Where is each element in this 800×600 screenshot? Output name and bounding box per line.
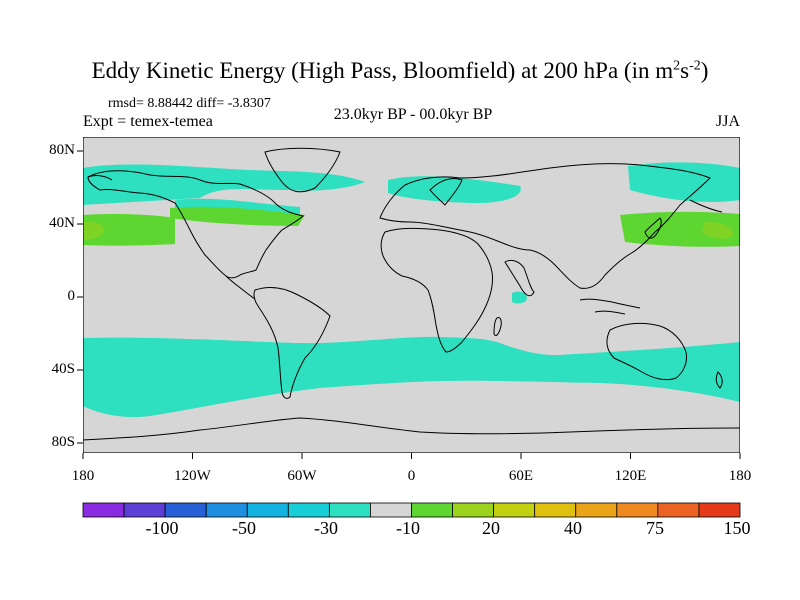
colorbar-swatch (123, 502, 166, 518)
season-label: JJA (715, 113, 740, 130)
colorbar-swatch (82, 502, 125, 518)
lat-tick-label: 40S (51, 361, 75, 377)
anomaly-region-green-pacific-west (83, 214, 175, 246)
colorbar-swatch (493, 502, 536, 518)
colorbar-swatch (616, 502, 659, 518)
anomaly-region-green-core-west (83, 221, 104, 240)
colorbar-label: 75 (646, 518, 664, 538)
anomaly-region-green-atlantic (170, 206, 305, 226)
lon-tick-label: 180 (728, 468, 752, 484)
coast-south-america (253, 287, 331, 399)
lon-tick-label: 120E (614, 468, 647, 484)
chart-title: Eddy Kinetic Energy (High Pass, Bloomfie… (91, 58, 709, 83)
colorbar-swatch (328, 502, 371, 518)
colorbar-swatch (411, 502, 453, 518)
coast-madagascar (493, 317, 502, 337)
coast-north-america (87, 170, 305, 279)
colorbar-swatch (246, 502, 289, 518)
coast-new-zealand (715, 371, 723, 389)
colorbar (82, 502, 741, 518)
colorbar-label: -100 (145, 518, 179, 538)
coast-antarctica (83, 417, 740, 441)
coast-africa (380, 227, 493, 353)
colorbar-label: 40 (564, 518, 582, 538)
colorbar-swatch (205, 502, 248, 518)
lat-tick-label: 40N (49, 215, 75, 231)
lat-tick-label: 80S (51, 434, 75, 450)
lon-tick-label: 0 (407, 468, 416, 484)
anomaly-region-south-cyan (83, 336, 740, 418)
colorbar-label: -30 (314, 518, 338, 538)
lon-tick-label: 60E (508, 468, 534, 484)
colorbar-swatch (657, 502, 700, 518)
colorbar-label: -50 (232, 518, 256, 538)
anomaly-region-green-core-east (702, 222, 734, 239)
lon-tick-label: 120W (174, 468, 211, 484)
colorbar-label: 150 (723, 518, 751, 538)
anomaly-region-equator-cyan (512, 291, 527, 304)
coast-india (504, 259, 535, 297)
lon-tick-label: 180 (71, 468, 95, 484)
axis-ticks (77, 150, 741, 459)
colorbar-label: -10 (396, 518, 420, 538)
lat-tick-label: 80N (49, 142, 75, 158)
coast-alaska (87, 175, 723, 213)
experiment-label: Expt = temex-temea (83, 113, 213, 130)
colorbar-label: 20 (482, 518, 500, 538)
anomaly-region-north-cyan-eurasia (388, 176, 521, 204)
colorbar-swatch (164, 502, 207, 518)
colorbar-swatch (452, 502, 495, 518)
lon-tick-label: 60W (287, 468, 317, 484)
coast-greenland (264, 147, 341, 193)
coast-central-america (225, 275, 256, 300)
colorbar-swatch (287, 502, 330, 518)
coast-australia (606, 322, 687, 381)
colorbar-swatch (370, 502, 412, 518)
coastlines (83, 147, 740, 441)
coast-eurasia (379, 163, 711, 289)
coast-scandinavia (429, 177, 463, 206)
stats-label: rmsd= 8.88442 diff= -3.8307 (108, 96, 271, 111)
anomaly-region-north-cyan-pacific (628, 162, 740, 202)
lat-tick-label: 0 (67, 288, 76, 304)
coast-japan (644, 217, 662, 239)
colorbar-swatch (575, 502, 618, 518)
period-label: 23.0kyr BP - 00.0kyr BP (333, 106, 493, 123)
colorbar-swatch (698, 502, 741, 518)
coast-indonesia (579, 298, 641, 315)
colorbar-swatch (534, 502, 577, 518)
